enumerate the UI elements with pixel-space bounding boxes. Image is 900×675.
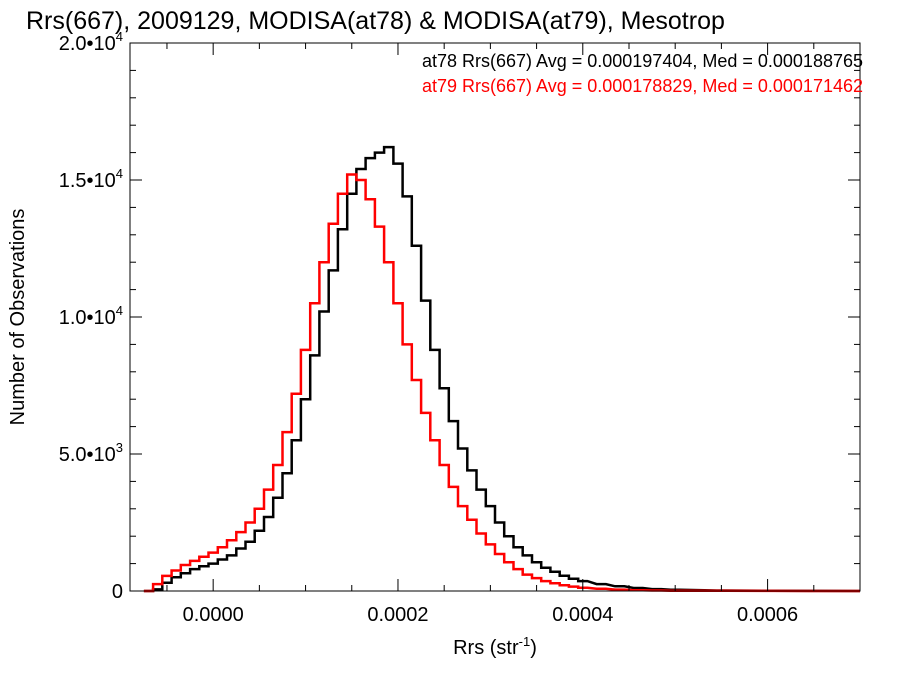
y-axis: 0 5.0•103 1.0•104 1.5•104 2.0•104 [59,29,860,603]
legend-entry-at78: at78 Rrs(667) Avg = 0.000197404, Med = 0… [422,51,863,71]
plot-area [143,145,860,593]
y-tick-label: 2.0•104 [59,29,123,55]
y-tick-label: 5.0•103 [59,440,123,466]
y-tick-label: 0 [112,581,123,603]
series-line-at79 [143,173,860,593]
series-line-at78 [143,145,860,593]
y-axis-title: Number of Observations [7,209,29,426]
chart-title: Rrs(667), 2009129, MODISA(at78) & MODISA… [26,7,725,35]
legend-entry-at79: at79 Rrs(667) Avg = 0.000178829, Med = 0… [422,76,863,96]
x-tick-label: 0.0000 [183,604,244,626]
x-tick-label: 0.0006 [737,604,798,626]
legend: at78 Rrs(667) Avg = 0.000197404, Med = 0… [422,51,863,96]
x-tick-label: 0.0004 [552,604,613,626]
x-tick-label: 0.0002 [367,604,428,626]
y-tick-label: 1.5•104 [59,166,123,192]
x-axis-title: Rrs (str-1) [453,634,537,659]
x-axis: 0.0000 0.0002 0.0004 0.0006 [166,43,861,626]
y-tick-label: 1.0•104 [59,303,123,329]
